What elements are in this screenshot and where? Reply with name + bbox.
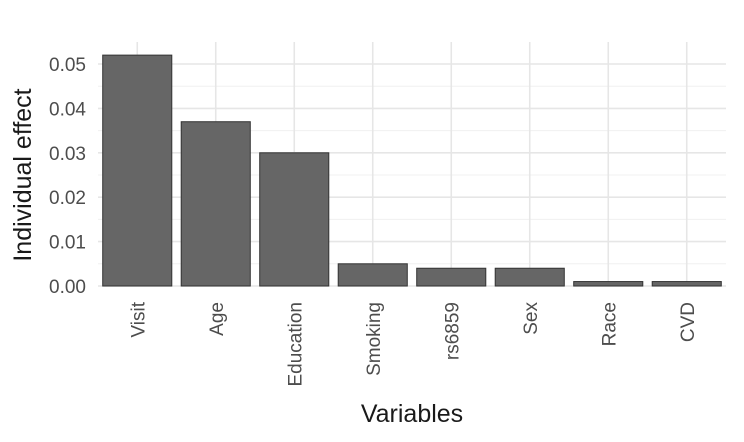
bars — [102, 54, 722, 287]
bar-smoking — [337, 263, 408, 287]
x-axis-ticks: Visit Age Education Smoking rs6859 Sex Race CVD — [128, 301, 699, 386]
bar-education — [259, 152, 330, 287]
x-tick-label: Race — [599, 302, 620, 346]
bar-visit — [102, 54, 173, 287]
x-axis-title: Variables — [361, 400, 463, 428]
x-tick-label: Visit — [128, 301, 149, 337]
y-tick-label: 0.00 — [49, 277, 86, 298]
y-axis-ticks: 0.00 0.01 0.02 0.03 0.04 0.05 — [49, 55, 86, 298]
y-axis-title: Individual effect — [9, 88, 37, 261]
bar-age — [180, 121, 251, 287]
y-tick-label: 0.04 — [49, 99, 86, 120]
x-tick-label: Age — [207, 302, 228, 336]
x-tick-label: Education — [285, 302, 306, 387]
y-tick-label: 0.01 — [49, 233, 86, 254]
y-tick-label: 0.03 — [49, 144, 86, 165]
x-tick-label: CVD — [678, 302, 699, 342]
y-tick-label: 0.05 — [49, 55, 86, 76]
x-tick-label: Smoking — [364, 302, 385, 376]
bar-rs6859 — [416, 267, 487, 287]
x-tick-label: rs6859 — [442, 302, 463, 360]
bar-race — [573, 281, 644, 287]
x-tick-label: Sex — [521, 302, 542, 335]
y-tick-label: 0.02 — [49, 188, 86, 209]
bar-cvd — [651, 281, 722, 287]
bar-sex — [494, 267, 565, 287]
